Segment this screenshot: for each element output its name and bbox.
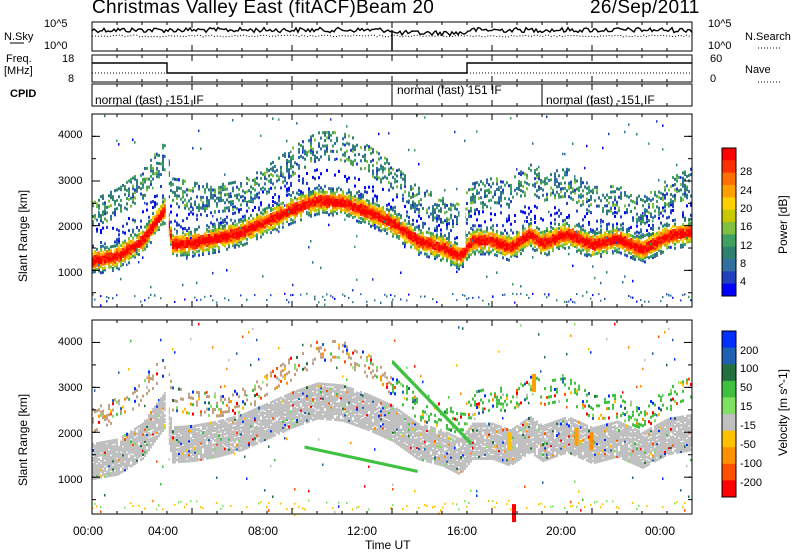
vel-ytick-3000: 3000: [58, 382, 83, 394]
velocity-colorbar-segment: [722, 397, 736, 415]
power-cb-tick-12: 12: [740, 240, 753, 252]
power-cb-tick-28: 28: [740, 166, 753, 178]
vel-cb-tick-m15: -15: [740, 420, 756, 432]
power-cb-tick-20: 20: [740, 203, 753, 215]
vel-ytick-4000: 4000: [58, 336, 83, 348]
power-colorbar-segment: [722, 197, 736, 211]
power-colorbar-segment: [722, 160, 736, 174]
power-data-gap: [165, 115, 169, 306]
power-colorbar-segment: [722, 283, 736, 297]
power-colorbar-segment: [722, 148, 736, 161]
x-axis-label: Time UT: [365, 538, 411, 552]
cpid-segment-3: normal (fast) -151 IF: [546, 93, 655, 107]
power-colorbar-segment: [722, 259, 736, 272]
freq-label-line1: Freq.: [6, 53, 32, 65]
power-colorbar-segment: [722, 234, 736, 248]
nsearch-line: [91, 34, 693, 38]
vel-cb-tick-100: 100: [740, 363, 759, 375]
power-cb-tick-8: 8: [740, 258, 747, 270]
power-colorbar-segment: [722, 185, 736, 198]
velocity-colorbar-frame: [721, 330, 737, 498]
power-panel: [92, 114, 692, 307]
nsearch-tick-low: 10^0: [708, 40, 732, 52]
power-data-gap-2: [459, 167, 466, 248]
velocity-panel: [92, 320, 692, 523]
power-colorbar-segment: [722, 222, 736, 235]
plot-title: Christmas Valley East (fitACF): [92, 0, 357, 18]
cpid-label: CPID: [10, 88, 37, 100]
vel-ytick-2000: 2000: [58, 428, 83, 440]
beam-label: Beam 20: [356, 0, 435, 18]
vel-ytick-1000: 1000: [58, 474, 83, 486]
power-ylabel: Slant Range [km]: [16, 189, 30, 282]
velocity-colorbar-segment: [722, 447, 736, 465]
velocity-colorbar-segment: [722, 331, 736, 349]
nave-label: Nave: [745, 64, 771, 76]
velocity-colorbar-label: Velocity [m s^-1]: [776, 369, 790, 456]
velocity-colorbar-segment: [722, 380, 736, 398]
power-colorbar-segment: [722, 209, 736, 223]
velocity-colorbar-segment: [722, 430, 736, 448]
nsearch-tick-high: 10^5: [708, 18, 732, 30]
velocity-colorbar-segment: [722, 463, 736, 481]
power-colorbar-frame: [721, 147, 737, 297]
cpid-segment-2: normal (fast) 151 IF: [397, 83, 502, 97]
cpid-segment-1: normal (fast) -151 IF: [95, 93, 204, 107]
nsky-tick-high: 10^5: [44, 18, 68, 30]
velocity-colorbar-segment: [722, 347, 736, 365]
nsky-label: N.Sky: [4, 31, 34, 43]
date-label: 26/Sep/2011: [590, 0, 700, 18]
velocity-colorbar-segment: [722, 480, 736, 498]
colorbars: [721, 147, 737, 498]
velocity-colorbar-segment: [722, 364, 736, 382]
vel-cb-tick-50: 50: [740, 382, 753, 394]
xtick-2400: 00:00: [645, 524, 676, 538]
vel-cb-tick-m50: -50: [740, 439, 756, 451]
power-colorbar-label: Power [dB]: [776, 195, 790, 254]
freq-tick-low: 8: [68, 73, 75, 85]
xtick-0400: 04:00: [148, 524, 179, 538]
velocity-colorbar-segment: [722, 414, 736, 432]
vel-cb-tick-m100: -100: [740, 458, 763, 470]
vel-cb-tick-m200: -200: [740, 477, 763, 489]
power-cb-tick-24: 24: [740, 185, 753, 197]
vel-cb-tick-15: 15: [740, 401, 753, 413]
xtick-0000: 00:00: [73, 524, 104, 538]
nave-tick-high: 60: [710, 53, 723, 65]
power-ytick-1000: 1000: [58, 267, 83, 279]
nsearch-label: N.Search: [745, 31, 791, 43]
xtick-2000: 20:00: [546, 524, 577, 538]
nsky-tick-low: 10^0: [44, 40, 68, 52]
power-colorbar-segment: [722, 172, 736, 186]
power-colorbar-segment: [722, 246, 736, 260]
xtick-0800: 08:00: [248, 524, 279, 538]
vel-cb-tick-200: 200: [740, 345, 759, 357]
power-ytick-2000: 2000: [58, 221, 83, 233]
velocity-data-gap: [165, 321, 169, 513]
xtick-1200: 12:00: [347, 524, 378, 538]
power-colorbar-segment: [722, 271, 736, 285]
axes-frames: [91, 22, 693, 515]
freq-label-line2: [MHz]: [4, 65, 33, 77]
power-cb-tick-16: 16: [740, 221, 753, 233]
power-ytick-4000: 4000: [58, 129, 83, 141]
power-cb-tick-4: 4: [740, 276, 747, 288]
xtick-1600: 16:00: [447, 524, 478, 538]
velocity-ylabel: Slant Range [km]: [16, 393, 30, 486]
power-ytick-3000: 3000: [58, 175, 83, 187]
nave-tick-low: 0: [710, 73, 717, 85]
freq-tick-high: 18: [62, 53, 75, 65]
